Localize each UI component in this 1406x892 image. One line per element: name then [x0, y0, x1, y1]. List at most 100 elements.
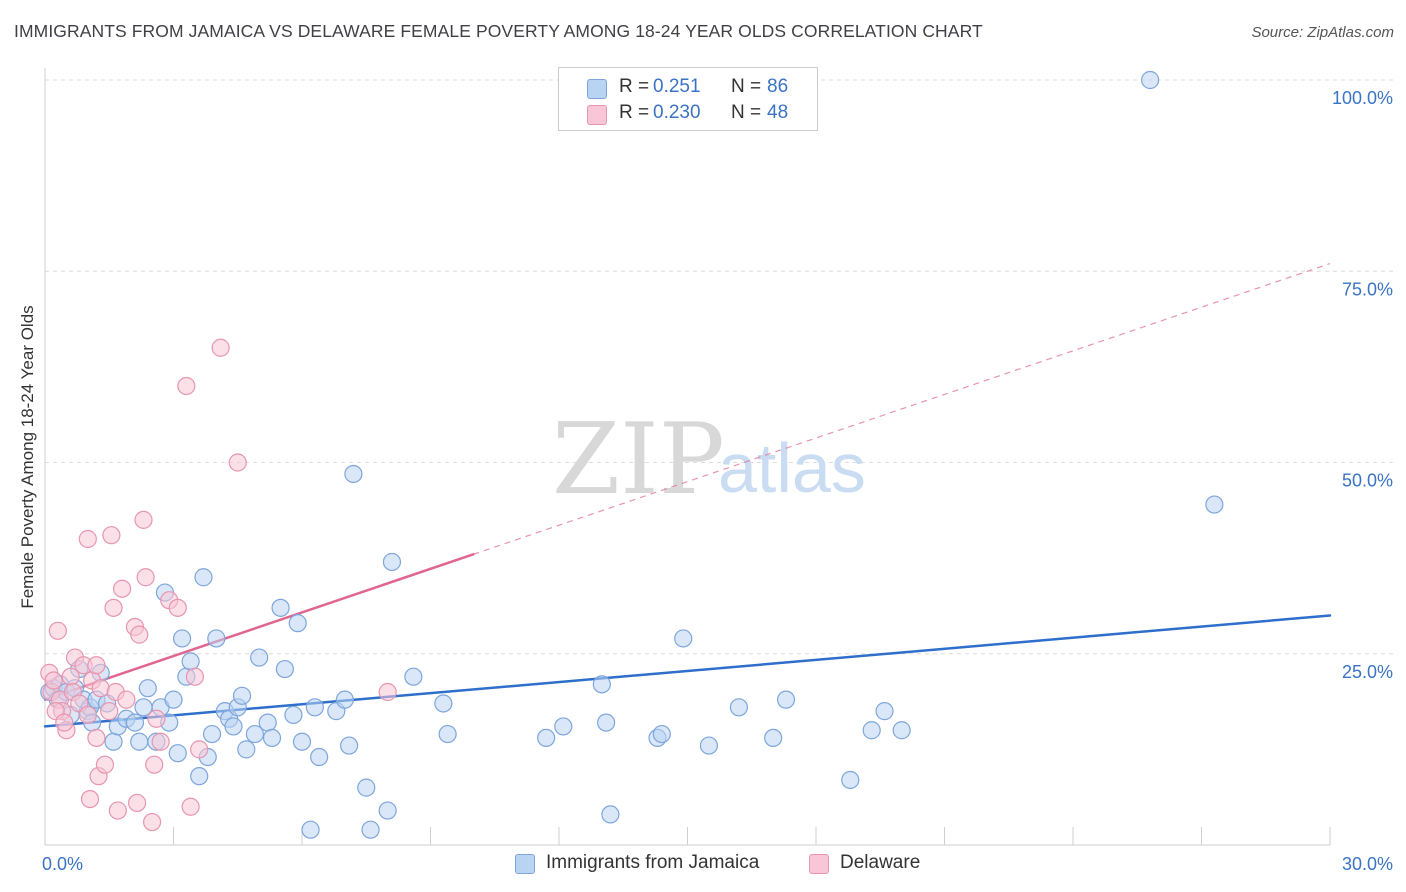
point-jamaica: [335, 690, 354, 709]
point-delaware: [134, 510, 153, 529]
point-delaware: [136, 568, 155, 587]
point-delaware: [130, 625, 149, 644]
point-delaware: [228, 453, 247, 472]
point-delaware: [80, 789, 100, 809]
point-delaware: [185, 667, 205, 686]
point-jamaica: [601, 805, 620, 824]
watermark-zip: ZIP: [552, 403, 725, 517]
point-delaware: [127, 793, 147, 813]
point-jamaica: [262, 728, 282, 748]
point-delaware: [151, 732, 170, 751]
point-delaware: [102, 526, 121, 545]
point-jamaica: [125, 713, 145, 732]
point-jamaica: [434, 694, 453, 713]
grid-lines: [45, 79, 1393, 655]
y-tick-label: 50.0%: [1342, 471, 1393, 491]
point-jamaica: [875, 702, 894, 721]
point-jamaica: [597, 713, 616, 732]
point-delaware: [145, 755, 164, 774]
point-jamaica: [237, 740, 256, 759]
point-jamaica: [310, 747, 329, 767]
point-delaware: [181, 797, 200, 816]
y-axis-label: Female Poverty Among 18-24 Year Olds: [18, 305, 37, 608]
point-jamaica: [764, 728, 783, 748]
point-jamaica: [232, 686, 252, 705]
point-delaware: [112, 579, 132, 598]
trend-line-jamaica: [43, 614, 1332, 728]
y-tick-label: 25.0%: [1342, 662, 1393, 682]
point-jamaica: [357, 778, 376, 797]
point-jamaica: [537, 728, 556, 748]
legend-r-label: R =: [619, 102, 650, 123]
point-jamaica: [305, 698, 324, 717]
trend-lines: [43, 263, 1332, 728]
point-delaware: [211, 338, 230, 357]
point-jamaica: [138, 679, 157, 698]
point-delaware: [104, 598, 123, 617]
legend-n-label: N =: [731, 76, 762, 97]
point-jamaica: [1205, 495, 1224, 514]
point-delaware: [55, 713, 74, 732]
point-jamaica: [190, 767, 209, 786]
watermark: ZIP atlas: [552, 403, 866, 517]
point-jamaica: [250, 648, 269, 667]
point-delaware: [78, 529, 97, 549]
point-jamaica: [258, 713, 277, 732]
x-tick-label: 0.0%: [42, 854, 83, 874]
point-jamaica: [172, 629, 192, 648]
point-jamaica: [275, 659, 294, 679]
point-jamaica: [554, 717, 573, 736]
point-delaware: [142, 812, 162, 832]
point-jamaica: [168, 744, 187, 763]
y-tick-label: 100.0%: [1332, 88, 1393, 108]
legend-n-value: 86: [767, 76, 789, 97]
point-delaware: [378, 682, 397, 702]
point-delaware: [108, 801, 127, 820]
source-credit: Source: ZipAtlas.com: [1251, 24, 1394, 41]
point-jamaica: [674, 629, 693, 648]
chart-title: IMMIGRANTS FROM JAMAICA VS DELAWARE FEMA…: [14, 21, 983, 41]
point-jamaica: [340, 736, 359, 755]
point-delaware: [95, 755, 115, 774]
point-delaware: [190, 740, 209, 759]
point-jamaica: [438, 724, 457, 744]
point-jamaica: [207, 629, 226, 648]
point-delaware: [44, 671, 63, 690]
point-jamaica: [245, 724, 264, 744]
point-jamaica: [404, 667, 423, 686]
y-tick-label: 75.0%: [1342, 279, 1393, 299]
point-jamaica: [301, 820, 320, 839]
point-jamaica: [130, 732, 149, 751]
legend: R = 0.251 N = 86 R = 0.230 N = 48: [558, 67, 818, 131]
point-delaware: [100, 702, 119, 721]
point-jamaica: [1140, 70, 1160, 90]
point-delaware: [168, 598, 187, 617]
x-tick-label: 30.0%: [1342, 854, 1393, 874]
legend-swatch-jamaica: [587, 79, 607, 99]
scatter-points: [40, 70, 1224, 839]
point-delaware: [87, 656, 106, 675]
point-delaware: [87, 728, 106, 748]
legend-r-value: 0.251: [653, 76, 701, 97]
point-jamaica: [202, 724, 222, 744]
point-jamaica: [181, 652, 200, 671]
legend-n-value: 48: [767, 102, 789, 123]
series-swatch-jamaica: [515, 854, 535, 874]
series-label-jamaica: Immigrants from Jamaica: [546, 852, 760, 873]
watermark-atlas: atlas: [718, 429, 866, 507]
series-label-delaware: Delaware: [840, 852, 921, 873]
trend-line-delaware: [43, 553, 475, 701]
legend-n-label: N =: [731, 102, 762, 123]
point-jamaica: [378, 801, 397, 820]
point-jamaica: [344, 464, 363, 484]
trend-extension-delaware: [473, 263, 1331, 555]
point-jamaica: [194, 568, 213, 587]
point-jamaica: [652, 724, 671, 744]
tick-labels: 25.0% 50.0% 75.0% 100.0% 0.0% 30.0%: [42, 88, 1393, 874]
legend-r-value: 0.230: [653, 102, 701, 123]
point-delaware: [147, 709, 166, 728]
point-jamaica: [164, 690, 183, 709]
point-jamaica: [271, 598, 290, 617]
point-delaware: [91, 679, 110, 698]
point-jamaica: [862, 721, 881, 740]
